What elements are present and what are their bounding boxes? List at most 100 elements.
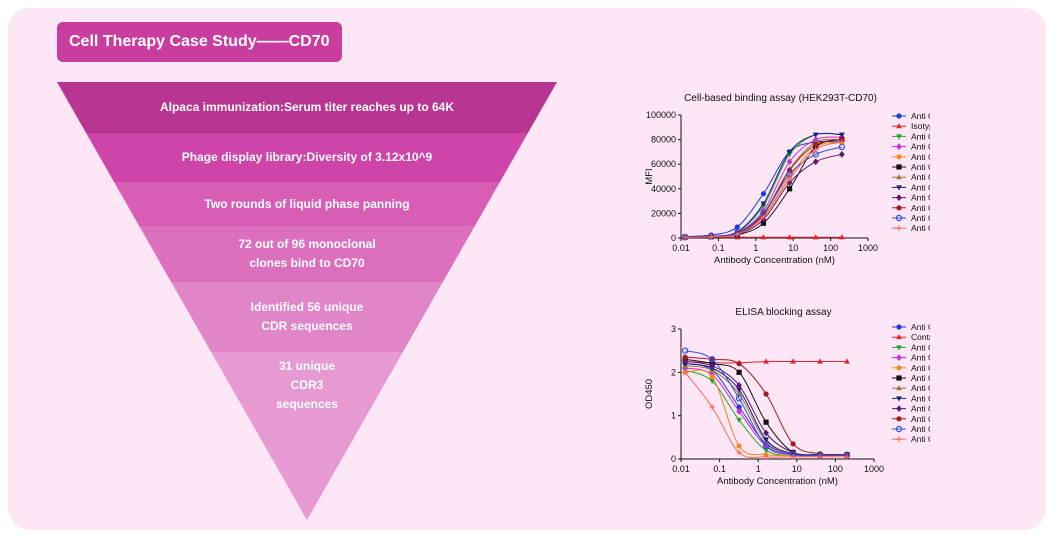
funnel-step-4	[139, 226, 475, 282]
series-4	[682, 364, 850, 459]
data-point	[813, 141, 819, 148]
y-tick-label: 0	[671, 233, 676, 243]
series-12	[682, 139, 845, 240]
data-point	[736, 387, 742, 393]
page-title: Cell Therapy Case Study——CD70	[57, 22, 342, 62]
funnel-step-6	[211, 352, 403, 520]
data-point	[763, 429, 769, 437]
data-point	[760, 220, 767, 226]
data-point	[736, 361, 742, 367]
x-tick-label: 100	[828, 464, 843, 474]
y-axis-label: MFI	[644, 168, 655, 184]
data-point	[736, 369, 742, 375]
data-point	[838, 132, 845, 138]
data-point	[682, 369, 688, 375]
legend-label: Anti CD70-8	[911, 414, 930, 424]
legend-label: Anti CD70-7	[911, 193, 930, 203]
data-point	[708, 234, 714, 240]
data-point	[896, 365, 902, 371]
x-tick-label: 10	[788, 243, 798, 253]
data-point	[896, 143, 902, 150]
y-tick-label: 100000	[646, 110, 676, 120]
y-tick-label: 3	[671, 324, 676, 334]
data-point	[735, 395, 743, 402]
data-point	[812, 158, 819, 166]
legend-label: Anti CD70-PC	[911, 111, 930, 121]
data-point	[844, 358, 850, 364]
data-point	[790, 441, 796, 447]
legend-label: Anti CD70-7	[911, 404, 930, 414]
legend-label: Anti CD70-10	[911, 434, 930, 444]
data-point	[763, 437, 769, 443]
data-point	[786, 234, 793, 240]
data-point	[709, 378, 715, 385]
data-point	[708, 356, 716, 363]
legend-label: Anti CD70-5	[911, 172, 930, 182]
data-point	[709, 362, 715, 370]
data-point	[896, 334, 902, 340]
legend-label: Anti CD70-2	[911, 353, 930, 363]
funnel-step-label: Identified 56 unique CDR sequences	[250, 300, 364, 333]
data-point	[736, 417, 742, 424]
legend-label: Anti CD70-5	[911, 383, 930, 393]
data-point	[709, 374, 715, 380]
x-tick-label: 1000	[858, 243, 878, 253]
series-7	[682, 362, 850, 457]
data-point	[734, 231, 740, 237]
chart-title: ELISA blocking assay	[735, 307, 831, 318]
data-point	[896, 194, 902, 201]
data-point	[839, 139, 845, 145]
data-point	[763, 391, 769, 397]
data-point	[812, 234, 819, 240]
data-point	[896, 385, 902, 391]
data-point	[896, 324, 902, 330]
data-point	[736, 449, 742, 456]
data-point	[817, 454, 823, 460]
data-point	[896, 174, 902, 180]
legend-label: Anti CD70-9	[911, 424, 930, 434]
data-point	[763, 358, 769, 364]
funnel-step-label: 31 unique CDR3 sequences	[275, 358, 339, 411]
data-point	[896, 154, 902, 160]
data-point	[838, 234, 845, 240]
data-point	[790, 358, 796, 364]
data-point	[844, 454, 850, 460]
legend-label: Anti CD70-PC	[911, 322, 930, 332]
legend-label: Anti CD70-4	[911, 162, 930, 172]
legend-label: Anti CD70-3	[911, 152, 930, 162]
data-point	[896, 123, 902, 129]
funnel-step-2	[86, 133, 528, 182]
funnel-step-3	[114, 182, 500, 226]
data-point	[896, 225, 902, 231]
legend-label: Anti CD70-1	[911, 131, 930, 141]
data-point	[709, 404, 715, 410]
data-point	[896, 396, 902, 402]
y-tick-label: 80000	[651, 135, 676, 145]
x-tick-label: 0.01	[672, 464, 690, 474]
data-point	[896, 436, 902, 442]
data-point	[896, 134, 902, 140]
funnel-step-5	[171, 282, 443, 352]
series-12	[682, 369, 850, 460]
data-point	[763, 448, 769, 454]
y-tick-label: 60000	[651, 159, 676, 169]
legend-label: Anti CD70-10	[911, 223, 930, 233]
data-point	[896, 405, 902, 412]
data-point	[896, 354, 902, 361]
data-point	[838, 150, 845, 158]
funnel-step-label: Alpaca immunization:Serum titer reaches …	[159, 100, 455, 114]
data-point	[786, 149, 793, 156]
data-point	[896, 185, 902, 191]
data-point	[760, 234, 767, 240]
x-tick-label: 100	[823, 243, 838, 253]
data-point	[682, 234, 688, 240]
legend-label: Anti CD70-2	[911, 142, 930, 152]
data-point	[736, 443, 742, 449]
chart-title: Cell-based binding assay (HEK293T-CD70)	[684, 93, 877, 104]
x-tick-label: 1	[756, 464, 761, 474]
legend-label: Anti CD70-8	[911, 203, 930, 213]
data-point	[896, 205, 902, 211]
funnel-step-1	[57, 82, 557, 133]
data-point	[681, 347, 689, 354]
y-axis-label: OD450	[644, 379, 655, 409]
